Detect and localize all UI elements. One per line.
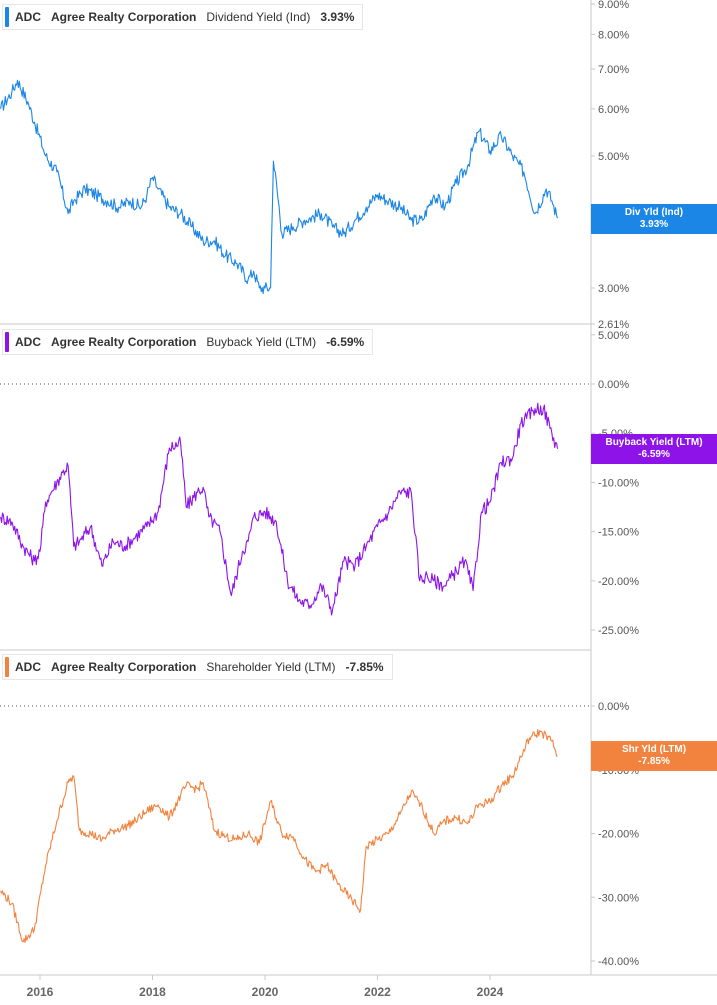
flag-buyback-value: -6.59%: [638, 449, 670, 460]
legend-buyback-metric: Buyback Yield (LTM): [206, 335, 317, 349]
shareholder-ytick-label: -20.00%: [598, 829, 639, 841]
dividend-ytick-label: 6.00%: [598, 104, 629, 116]
dividend-ytick-label: 8.00%: [598, 29, 629, 41]
dividend-ytick-label: 5.00%: [598, 151, 629, 163]
shareholder-ytick-label: -40.00%: [598, 956, 639, 968]
dividend-ytick-label: 2.61%: [598, 319, 629, 331]
shareholder-ytick-label: 0.00%: [598, 701, 629, 713]
legend-shareholder-company: Agree Realty Corporation: [51, 660, 197, 674]
legend-buyback-value: -6.59%: [326, 335, 365, 349]
shareholder-series-line: [0, 729, 558, 944]
legend-shareholder-swatch: [5, 657, 9, 677]
legend-buyback-swatch: [5, 332, 9, 352]
flag-dividend: Div Yld (Ind) 3.93%: [591, 204, 717, 234]
buyback-ytick-label: -20.00%: [598, 576, 639, 588]
legend-dividend[interactable]: ADC Agree Realty Corporation Dividend Yi…: [2, 4, 364, 30]
tick-layer: 9.00%8.00%7.00%6.00%5.00%3.00%2.61%5.00%…: [27, 0, 640, 999]
buyback-ytick-label: -15.00%: [598, 527, 639, 539]
legend-shareholder-value: -7.85%: [345, 660, 384, 674]
xtick-label: 2024: [477, 985, 504, 999]
flag-shareholder: Shr Yld (LTM) -7.85%: [591, 741, 717, 771]
flag-shareholder-value: -7.85%: [638, 756, 670, 767]
flag-buyback: Buyback Yield (LTM) -6.59%: [591, 434, 717, 464]
flag-dividend-value: 3.93%: [639, 219, 669, 230]
xtick-label: 2020: [252, 985, 279, 999]
xtick-label: 2016: [27, 985, 54, 999]
legend-dividend-swatch: [5, 7, 9, 27]
legend-shareholder-ticker: ADC: [15, 660, 41, 674]
legend-shareholder-metric: Shareholder Yield (LTM): [206, 660, 336, 674]
buyback-ytick-label: 5.00%: [598, 330, 629, 342]
buyback-ytick-label: -10.00%: [598, 477, 639, 489]
legend-shareholder[interactable]: ADC Agree Realty Corporation Shareholder…: [2, 654, 393, 680]
dividend-ytick-label: 7.00%: [598, 64, 629, 76]
flag-dividend-label: Div Yld (Ind): [624, 207, 684, 218]
legend-dividend-metric: Dividend Yield (Ind): [206, 10, 311, 24]
flag-buyback-label: Buyback Yield (LTM): [605, 437, 703, 448]
legend-buyback[interactable]: ADC Agree Realty Corporation Buyback Yie…: [2, 329, 374, 355]
buyback-series-line: [0, 402, 559, 616]
dividend-ytick-label: 3.00%: [598, 283, 629, 295]
shareholder-ytick-label: -30.00%: [598, 892, 639, 904]
series-layer: [0, 79, 559, 944]
buyback-ytick-label: -25.00%: [598, 625, 639, 637]
buyback-ytick-label: 0.00%: [598, 379, 629, 391]
legend-dividend-value: 3.93%: [320, 10, 355, 24]
legend-dividend-company: Agree Realty Corporation: [51, 10, 197, 24]
xtick-label: 2022: [364, 985, 391, 999]
legend-buyback-ticker: ADC: [15, 335, 41, 349]
dividend-series-line: [0, 79, 559, 295]
legend-dividend-ticker: ADC: [15, 10, 41, 24]
grid-layer: [0, 0, 717, 976]
legend-buyback-company: Agree Realty Corporation: [51, 335, 197, 349]
xtick-label: 2018: [139, 985, 166, 999]
flag-shareholder-label: Shr Yld (LTM): [621, 744, 687, 755]
dividend-ytick-label: 9.00%: [598, 0, 629, 11]
